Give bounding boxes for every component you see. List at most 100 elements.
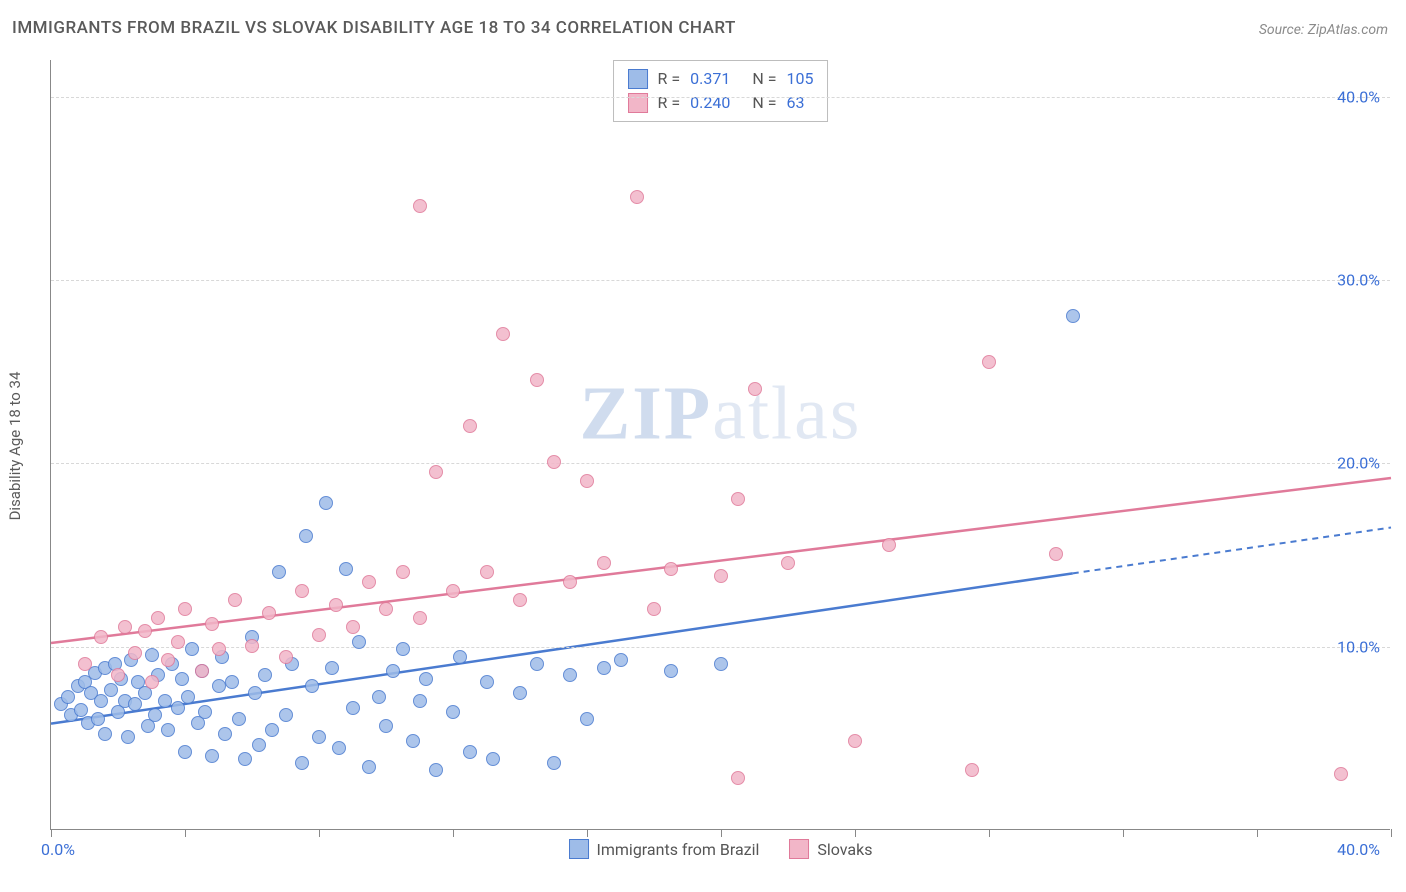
scatter-point-brazil: [305, 679, 319, 693]
scatter-point-slovaks: [965, 763, 979, 777]
scatter-point-slovaks: [111, 668, 125, 682]
scatter-point-brazil: [406, 734, 420, 748]
legend-n-value: 63: [786, 91, 804, 115]
legend-n-label: N =: [752, 91, 776, 115]
legend-n-label: N =: [752, 67, 776, 91]
trendline-extension-brazil: [1073, 528, 1391, 574]
scatter-point-brazil: [413, 694, 427, 708]
scatter-point-brazil: [396, 642, 410, 656]
scatter-point-brazil: [145, 648, 159, 662]
scatter-point-brazil: [664, 664, 678, 678]
scatter-point-slovaks: [731, 771, 745, 785]
scatter-point-brazil: [158, 694, 172, 708]
scatter-point-brazil: [372, 690, 386, 704]
scatter-point-brazil: [198, 705, 212, 719]
x-tick: [185, 829, 186, 837]
scatter-point-brazil: [339, 562, 353, 576]
scatter-point-slovaks: [151, 611, 165, 625]
scatter-point-brazil: [238, 752, 252, 766]
scatter-point-slovaks: [1049, 547, 1063, 561]
y-axis-title: Disability Age 18 to 34: [6, 372, 24, 521]
scatter-point-brazil: [513, 686, 527, 700]
scatter-point-slovaks: [379, 602, 393, 616]
scatter-point-brazil: [265, 723, 279, 737]
legend-r-value: 0.240: [690, 91, 730, 115]
scatter-point-brazil: [181, 690, 195, 704]
scatter-point-slovaks: [882, 538, 896, 552]
legend-n-value: 105: [786, 67, 813, 91]
series-label: Immigrants from Brazil: [597, 840, 760, 859]
scatter-point-brazil: [61, 690, 75, 704]
x-tick: [721, 829, 722, 837]
scatter-point-slovaks: [563, 575, 577, 589]
scatter-point-slovaks: [664, 562, 678, 576]
scatter-point-brazil: [580, 712, 594, 726]
scatter-point-slovaks: [513, 593, 527, 607]
legend-r-label: R =: [658, 67, 681, 91]
x-tick: [587, 829, 588, 837]
scatter-point-slovaks: [630, 190, 644, 204]
scatter-point-brazil: [171, 701, 185, 715]
scatter-point-brazil: [205, 749, 219, 763]
scatter-point-slovaks: [748, 382, 762, 396]
scatter-point-slovaks: [647, 602, 661, 616]
scatter-point-brazil: [295, 756, 309, 770]
legend-swatch-brazil: [628, 69, 648, 89]
scatter-point-slovaks: [118, 620, 132, 634]
gridline-horizontal: [51, 280, 1390, 281]
scatter-point-slovaks: [94, 630, 108, 644]
correlation-legend: R =0.371N =105R =0.240N =63: [613, 60, 829, 122]
scatter-point-slovaks: [396, 565, 410, 579]
scatter-point-slovaks: [597, 556, 611, 570]
scatter-point-slovaks: [312, 628, 326, 642]
plot-area: ZIPatlas R =0.371N =105R =0.240N =63 Imm…: [50, 60, 1390, 830]
scatter-point-brazil: [614, 653, 628, 667]
series-legend: Immigrants from BrazilSlovaks: [569, 839, 873, 859]
scatter-point-slovaks: [138, 624, 152, 638]
scatter-point-brazil: [128, 697, 142, 711]
y-tick-label: 40.0%: [1337, 87, 1380, 106]
scatter-point-brazil: [325, 661, 339, 675]
scatter-point-brazil: [319, 496, 333, 510]
scatter-point-slovaks: [731, 492, 745, 506]
scatter-point-slovaks: [781, 556, 795, 570]
scatter-point-slovaks: [195, 664, 209, 678]
trendline-slovaks: [51, 478, 1391, 643]
gridline-horizontal: [51, 463, 1390, 464]
x-tick: [855, 829, 856, 837]
scatter-point-brazil: [175, 672, 189, 686]
scatter-point-brazil: [362, 760, 376, 774]
x-tick: [989, 829, 990, 837]
scatter-point-brazil: [185, 642, 199, 656]
scatter-point-slovaks: [714, 569, 728, 583]
legend-row-brazil: R =0.371N =105: [628, 67, 814, 91]
scatter-point-brazil: [258, 668, 272, 682]
scatter-point-brazil: [218, 727, 232, 741]
trendline-brazil: [51, 573, 1073, 723]
scatter-point-brazil: [332, 741, 346, 755]
scatter-point-brazil: [547, 756, 561, 770]
scatter-point-brazil: [714, 657, 728, 671]
scatter-point-slovaks: [496, 327, 510, 341]
y-tick-label: 30.0%: [1337, 271, 1380, 290]
y-tick-label: 20.0%: [1337, 454, 1380, 473]
scatter-point-brazil: [148, 708, 162, 722]
x-axis-origin-label: 0.0%: [41, 840, 75, 859]
scatter-point-brazil: [248, 686, 262, 700]
scatter-point-brazil: [429, 763, 443, 777]
scatter-point-slovaks: [295, 584, 309, 598]
scatter-point-slovaks: [580, 474, 594, 488]
scatter-point-slovaks: [413, 199, 427, 213]
x-tick: [1123, 829, 1124, 837]
scatter-point-slovaks: [413, 611, 427, 625]
scatter-point-slovaks: [245, 639, 259, 653]
scatter-point-brazil: [486, 752, 500, 766]
scatter-point-brazil: [1066, 309, 1080, 323]
scatter-point-brazil: [563, 668, 577, 682]
scatter-point-slovaks: [848, 734, 862, 748]
scatter-point-brazil: [225, 675, 239, 689]
x-tick: [1391, 829, 1392, 837]
scatter-point-brazil: [178, 745, 192, 759]
scatter-point-brazil: [232, 712, 246, 726]
source-attribution: Source: ZipAtlas.com: [1259, 22, 1388, 38]
